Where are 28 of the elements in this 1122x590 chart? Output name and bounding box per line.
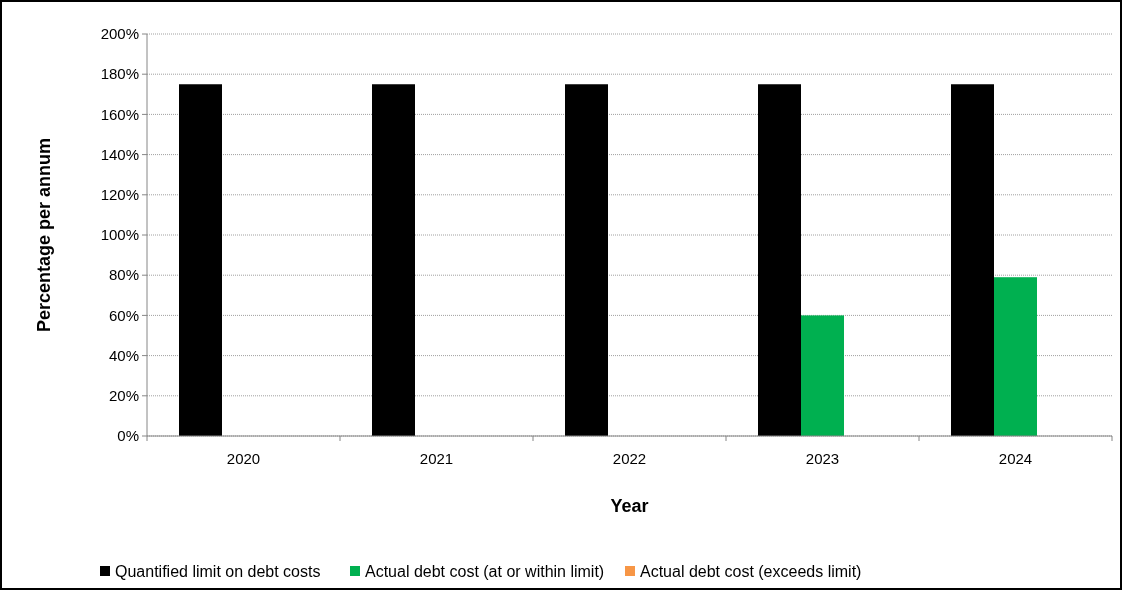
bar	[758, 84, 801, 436]
x-tick-label: 2022	[612, 450, 647, 467]
legend-label: Actual debt cost (at or within limit)	[365, 563, 605, 580]
bar	[801, 315, 844, 436]
y-tick-label: 40%	[108, 346, 139, 364]
y-tick-label: 140%	[100, 145, 139, 163]
bar	[951, 84, 994, 436]
x-tick-label: 2023	[805, 450, 840, 467]
bar	[994, 277, 1037, 436]
x-tick-label: 2020	[226, 450, 261, 467]
bar	[565, 84, 608, 436]
y-axis-title: Percentage per annum	[34, 137, 54, 333]
y-tick-label: 20%	[108, 387, 139, 405]
y-tick-label: 200%	[100, 25, 139, 43]
x-tick-label: 2021	[419, 450, 454, 467]
y-tick-label: 100%	[100, 226, 139, 244]
y-tick-label: 60%	[108, 306, 139, 324]
y-tick-label: 120%	[100, 186, 139, 204]
y-tick-label: 80%	[108, 266, 139, 284]
y-tick-label: 180%	[100, 65, 139, 83]
legend-label: Quantified limit on debt costs	[115, 563, 321, 580]
y-tick-label: 160%	[100, 105, 139, 123]
y-tick-label: 0%	[117, 427, 139, 445]
bar	[179, 84, 222, 436]
x-axis-title: Year	[610, 496, 649, 516]
legend-label: Actual debt cost (exceeds limit)	[640, 563, 862, 580]
bar	[372, 84, 415, 436]
x-tick-label: 2024	[998, 450, 1033, 467]
